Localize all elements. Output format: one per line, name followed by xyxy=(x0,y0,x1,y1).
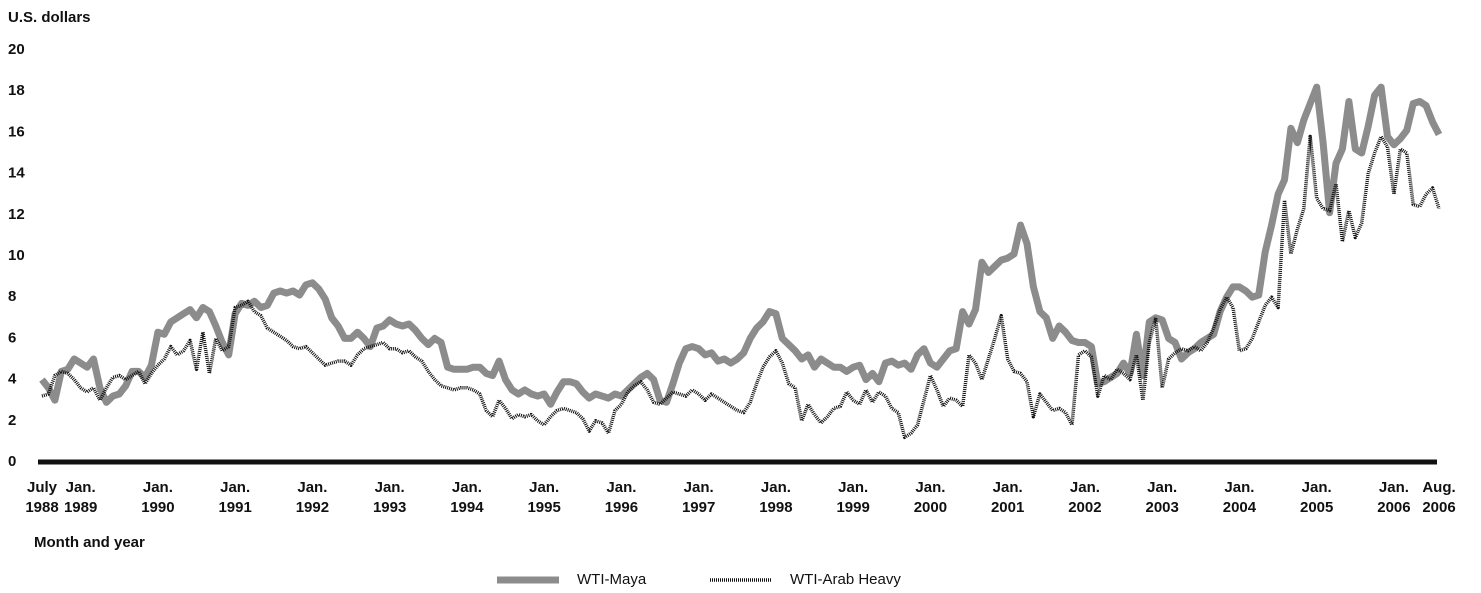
x-tick-label: Jan. 1997 xyxy=(682,479,715,516)
y-tick-label: 2 xyxy=(8,412,16,429)
x-tick-label-line: 1993 xyxy=(373,499,406,516)
x-tick-label: Jan. 1998 xyxy=(759,479,792,516)
y-tick-label: 16 xyxy=(8,123,25,140)
x-tick-label-line: 1989 xyxy=(64,499,97,516)
x-tick-label-line: Jan. xyxy=(297,479,327,496)
x-tick-label: Jan. 2002 xyxy=(1068,479,1101,516)
x-tick-label-line: 1996 xyxy=(605,499,638,516)
y-tick-label: 12 xyxy=(8,206,25,223)
x-tick-label-line: 1990 xyxy=(141,499,174,516)
y-tick-label: 8 xyxy=(8,288,16,305)
x-tick-label: Jan. 1992 xyxy=(296,479,329,516)
x-tick-label-line: 1991 xyxy=(218,499,251,516)
series-line xyxy=(39,83,1443,408)
x-tick-label: Jan. 2003 xyxy=(1145,479,1178,516)
y-tick-label: 20 xyxy=(8,41,25,58)
x-tick-label-line: Jan. xyxy=(606,479,636,496)
x-tick-label-line: Jan. xyxy=(1224,479,1254,496)
x-tick-label-line: Aug. xyxy=(1422,479,1455,496)
x-tick-label-line: Jan. xyxy=(1379,479,1409,496)
x-tick-label-line: Jan. xyxy=(993,479,1023,496)
x-tick-label-line: 1992 xyxy=(296,499,329,516)
x-tick-label: Jan. 1991 xyxy=(218,479,251,516)
x-tick-label-line: Jan. xyxy=(1302,479,1332,496)
y-axis-label: U.S. dollars xyxy=(8,9,91,26)
x-tick-label-line: 1999 xyxy=(836,499,869,516)
x-tick-label-line: Jan. xyxy=(761,479,791,496)
x-tick-label-line: 2002 xyxy=(1068,499,1101,516)
x-tick-label-line: Jan. xyxy=(915,479,945,496)
x-tick-label-line: 2006 xyxy=(1377,499,1410,516)
x-tick-label-line: 2005 xyxy=(1300,499,1333,516)
x-tick-label-line: 1995 xyxy=(527,499,560,516)
x-tick-label: Jan. 2006 xyxy=(1377,479,1410,516)
x-tick-label-line: 1994 xyxy=(450,499,484,516)
x-tick-label-line: Jan. xyxy=(529,479,559,496)
x-tick-label: Jan. 1994 xyxy=(450,479,484,516)
x-tick-label: Jan. 2001 xyxy=(991,479,1024,516)
x-tick-label: Jan. 1990 xyxy=(141,479,174,516)
x-tick-label-line: Jan. xyxy=(452,479,482,496)
x-tick-label-line: Jan. xyxy=(1147,479,1177,496)
x-tick-label-line: Jan. xyxy=(220,479,250,496)
x-tick-label-line: 2004 xyxy=(1223,499,1257,516)
x-tick-label: Aug. 2006 xyxy=(1422,479,1455,516)
x-tick-label: Jan. 1993 xyxy=(373,479,406,516)
x-tick-label: Jan. 1995 xyxy=(527,479,560,516)
y-tick-label: 4 xyxy=(8,371,17,388)
y-tick-label: 0 xyxy=(8,453,16,470)
x-tick-label-line: 2003 xyxy=(1145,499,1178,516)
x-tick-label-line: 2006 xyxy=(1422,499,1455,516)
y-tick-label: 14 xyxy=(8,165,25,182)
x-tick-label: Jan. 1996 xyxy=(605,479,638,516)
x-tick-label-line: Jan. xyxy=(66,479,96,496)
x-tick-label-line: 1988 xyxy=(25,499,58,516)
x-tick-label-line: Jan. xyxy=(143,479,173,496)
x-tick-label: July 1988 xyxy=(25,479,58,516)
x-tick-label: Jan. 2005 xyxy=(1300,479,1333,516)
x-tick-label-line: Jan. xyxy=(375,479,405,496)
x-axis-label: Month and year xyxy=(34,534,145,551)
x-tick-label-line: 2001 xyxy=(991,499,1024,516)
x-tick-label-line: Jan. xyxy=(684,479,714,496)
x-tick-label: Jan. 1989 xyxy=(64,479,97,516)
series-line xyxy=(41,134,1441,440)
y-tick-label: 10 xyxy=(8,247,25,264)
x-tick-label-line: 2000 xyxy=(914,499,947,516)
x-tick-label: Jan. 2000 xyxy=(914,479,947,516)
x-tick-label-line: Jan. xyxy=(1070,479,1100,496)
x-tick-label-line: Jan. xyxy=(838,479,868,496)
legend-label: WTI-Maya xyxy=(577,571,647,588)
x-tick-label-line: 1998 xyxy=(759,499,792,516)
legend-label: WTI-Arab Heavy xyxy=(790,571,901,588)
x-tick-label-line: July xyxy=(27,479,58,496)
y-tick-label: 18 xyxy=(8,82,25,99)
x-tick-label: Jan. 2004 xyxy=(1223,479,1257,516)
y-tick-label: 6 xyxy=(8,329,16,346)
x-tick-label-line: 1997 xyxy=(682,499,715,516)
x-tick-label: Jan. 1999 xyxy=(836,479,869,516)
